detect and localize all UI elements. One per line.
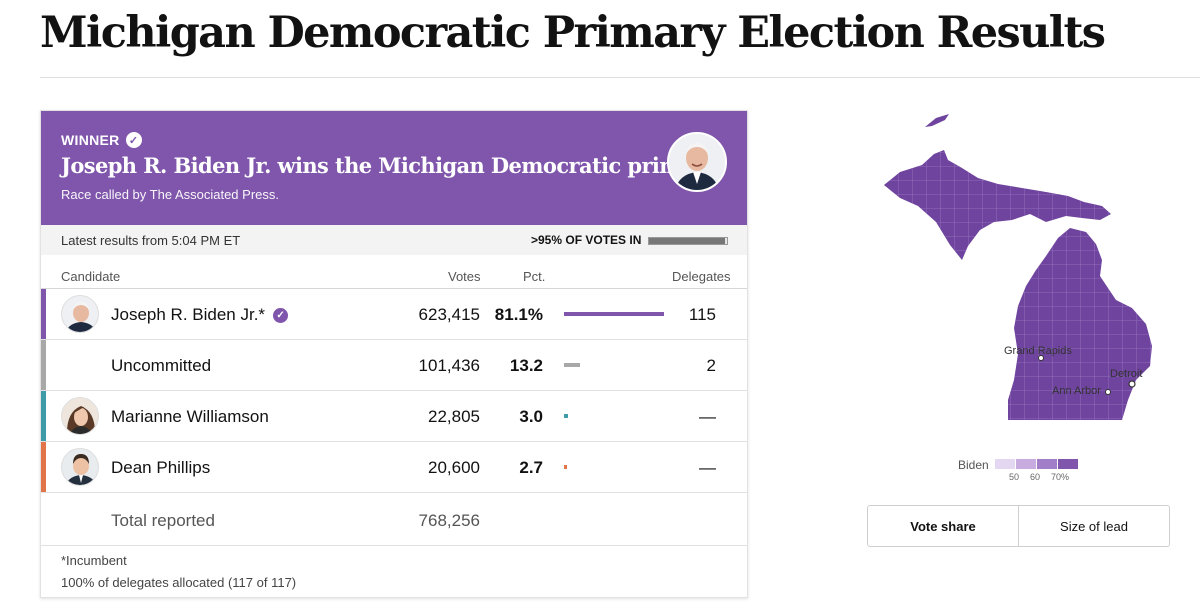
winner-label-text: WINNER [61,132,120,148]
candidate-color-bar [41,442,46,492]
table-row: Dean Phillips 20,600 2.7 — [41,442,747,493]
isle-royale [925,114,949,127]
table-row: Joseph R. Biden Jr.* ✓ 623,415 81.1% 115 [41,289,747,340]
legend-swatch [1037,459,1057,469]
legend-tick: 70% [1051,472,1070,482]
candidate-photo [61,448,99,486]
results-status-bar: Latest results from 5:04 PM ET >95% OF V… [41,225,747,255]
michigan-county-map[interactable]: Grand Rapids Detroit Ann Arbor [870,110,1170,430]
candidate-pct-bar [564,363,580,367]
candidate-name: Joseph R. Biden Jr.* ✓ [111,305,289,325]
total-votes: 768,256 [418,511,480,530]
incumbent-note: *Incumbent [61,553,127,568]
map-legend: Biden 50 60 70% [958,458,1118,488]
legend-label: Biden [958,458,989,472]
legend-swatch [1058,459,1078,469]
legend-swatch [1016,459,1036,469]
candidate-color-bar [41,289,46,339]
candidate-pct-bar [564,414,568,418]
race-call-note: Race called by The Associated Press. [61,187,279,202]
candidate-name: Marianne Williamson [111,407,269,427]
candidate-votes: 623,415 [418,305,480,324]
candidate-name-text: Uncommitted [111,356,212,375]
winner-banner: WINNER ✓ Joseph R. Biden Jr. wins the Mi… [41,111,747,225]
candidate-name-text: Marianne Williamson [111,407,269,426]
map-view-toggle: Vote share Size of lead [867,505,1170,547]
ann-arbor-marker [1105,389,1111,395]
candidate-pct: 2.7 [519,458,543,477]
candidate-color-bar [41,340,46,390]
votes-in-progress [648,237,728,245]
candidate-name: Dean Phillips [111,458,210,478]
candidate-name: Uncommitted [111,356,211,376]
results-card: WINNER ✓ Joseph R. Biden Jr. wins the Mi… [40,110,748,598]
candidate-name-text: Joseph R. Biden Jr.* [111,305,266,324]
candidate-votes: 22,805 [428,407,480,426]
total-label: Total reported [111,511,215,530]
votes-in-progress-fill [649,238,726,244]
candidate-pct-bar [564,312,664,316]
legend-tick: 60 [1030,472,1041,482]
candidate-name-text: Dean Phillips [111,458,211,477]
checkmark-icon: ✓ [125,132,142,148]
title-divider [40,77,1200,78]
candidate-pct: 3.0 [519,407,543,426]
candidate-votes: 101,436 [418,356,480,375]
candidate-delegates: — [699,407,716,426]
votes-in-label: >95% OF VOTES IN [531,233,642,247]
winner-label: WINNER ✓ [61,132,142,148]
candidate-delegates: 115 [688,305,716,324]
table-row: Uncommitted 101,436 13.2 2 [41,340,747,391]
legend-swatch [995,459,1015,469]
candidate-photo [61,295,99,333]
candidate-photo [61,397,99,435]
latest-results-time: Latest results from 5:04 PM ET [61,233,241,248]
candidate-delegates: 2 [706,356,716,375]
legend-tick: 50 [1009,472,1020,482]
detroit-label: Detroit [1110,368,1142,380]
table-header: Candidate Votes Pct. Delegates [41,255,747,289]
candidate-pct: 81.1% [494,305,543,324]
grand-rapids-label: Grand Rapids [1004,345,1072,357]
delegates-note: 100% of delegates allocated (117 of 117) [61,575,297,590]
candidate-votes: 20,600 [428,458,480,477]
grand-rapids-marker [1038,355,1044,361]
candidate-pct-bar [564,465,567,469]
checkmark-icon: ✓ [273,307,289,323]
detroit-marker [1128,380,1136,388]
winner-headline: Joseph R. Biden Jr. wins the Michigan De… [61,153,721,178]
winner-photo [667,132,727,192]
ann-arbor-label: Ann Arbor [1052,385,1101,397]
header-votes: Votes [448,269,481,284]
header-delegates: Delegates [672,269,731,284]
header-candidate: Candidate [61,269,121,284]
header-pct: Pct. [523,269,546,284]
total-row: Total reported 768,256 [41,494,747,546]
table-row: Marianne Williamson 22,805 3.0 — [41,391,747,442]
candidate-delegates: — [699,458,716,477]
vote-share-toggle[interactable]: Vote share [910,518,976,534]
page-title: Michigan Democratic Primary Election Res… [40,8,1106,58]
size-of-lead-toggle[interactable]: Size of lead [1018,506,1169,546]
candidate-pct: 13.2 [509,356,543,375]
candidate-color-bar [41,391,46,441]
